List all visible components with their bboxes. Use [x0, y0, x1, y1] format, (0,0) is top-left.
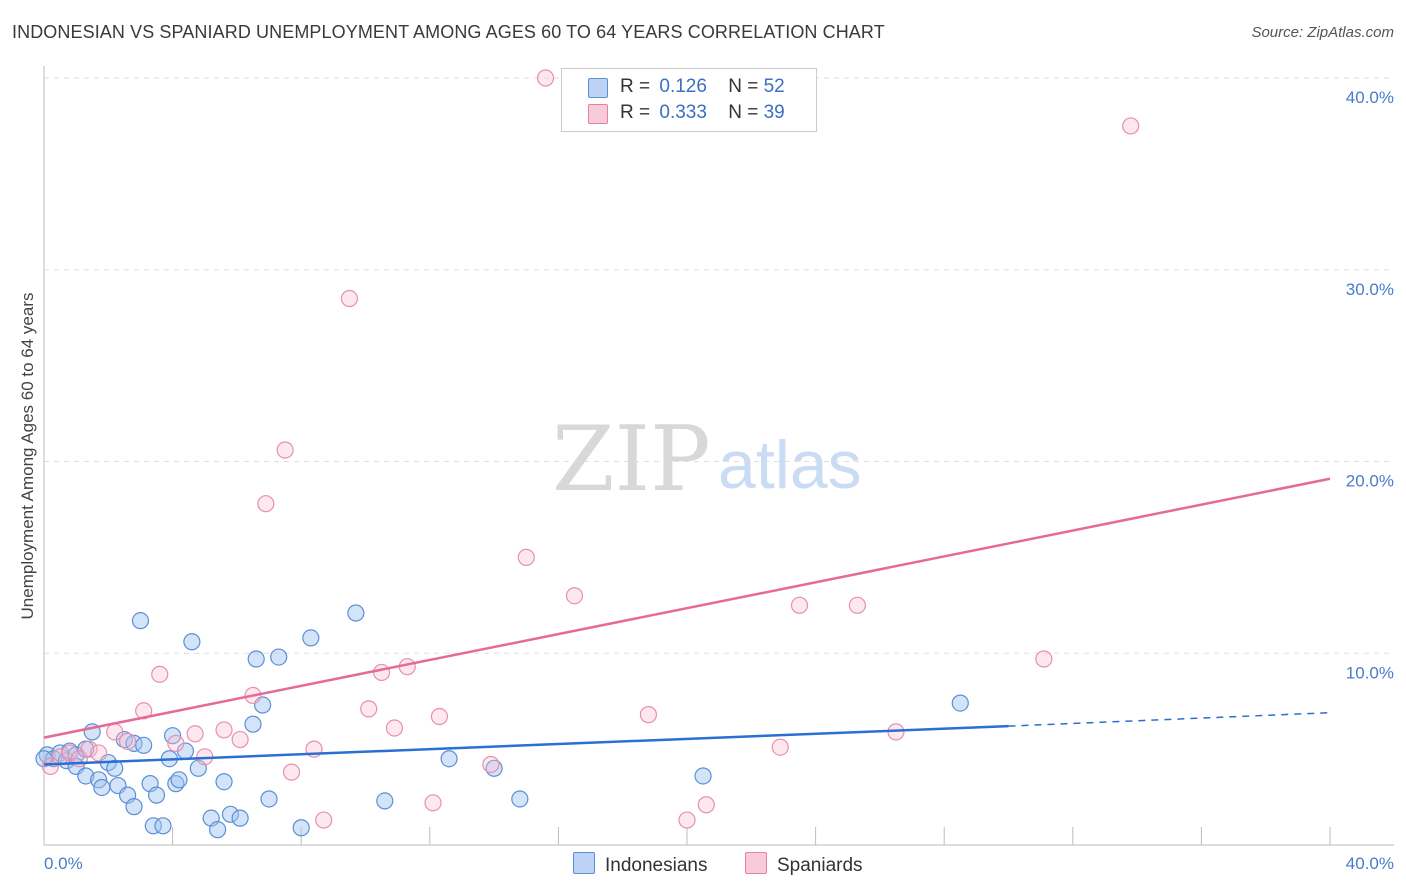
indonesians-swatch: [588, 78, 608, 98]
spaniard-point: [565, 587, 584, 605]
spaniards-trend-line: [43, 477, 1331, 739]
n-label: N =: [728, 76, 759, 97]
spaniard-point: [678, 811, 696, 829]
spaniard-point: [80, 740, 98, 758]
indonesian-point: [131, 612, 150, 630]
tick-labels: 10.0% 20.0% 30.0% 40.0% 0.0% 40.0%: [44, 88, 1394, 873]
spaniard-point: [372, 663, 391, 682]
indonesian-point: [440, 750, 458, 768]
indonesian-point: [183, 633, 201, 651]
trend-lines: [43, 477, 1331, 766]
spaniard-point: [771, 738, 789, 756]
chart-title: INDONESIAN VS SPANIARD UNEMPLOYMENT AMON…: [12, 22, 885, 42]
watermark-atlas: atlas: [718, 427, 862, 503]
indonesian-point: [302, 629, 320, 647]
spaniard-point: [536, 69, 555, 87]
indonesian-point: [154, 817, 172, 835]
spaniard-point: [186, 725, 204, 743]
indonesian-point: [270, 648, 288, 666]
spaniard-point: [257, 495, 275, 513]
spaniard-point: [340, 289, 359, 308]
indonesian-point: [170, 771, 188, 789]
gridlines: [44, 77, 1394, 654]
stats-row-indonesians: R = 0.126 N = 52: [620, 76, 785, 98]
source-label: Source: ZipAtlas.com: [1251, 24, 1394, 41]
spaniard-point: [790, 596, 809, 614]
indonesian-point: [125, 798, 143, 816]
indonesian-point: [231, 809, 249, 827]
indonesians-trend-line: [43, 724, 1009, 766]
spaniard-point: [360, 700, 378, 718]
y-tick-label: 10.0%: [1346, 663, 1394, 682]
r-value: 0.126: [659, 76, 707, 97]
spaniard-point: [315, 811, 333, 829]
indonesians-trend-extension: [1008, 711, 1331, 727]
indonesian-point: [209, 821, 227, 839]
stats-box: R = 0.126 N = 52 R = 0.333 N = 39: [561, 68, 817, 132]
indonesian-point: [694, 767, 712, 785]
spaniard-point: [167, 734, 185, 752]
spaniard-point: [118, 732, 137, 751]
r-label: R =: [620, 102, 651, 123]
indonesian-point: [511, 790, 529, 808]
legend-spaniards[interactable]: Spaniards: [745, 852, 863, 877]
y-tick-label: 30.0%: [1346, 280, 1394, 299]
y-tick-label: 20.0%: [1346, 472, 1394, 491]
indonesian-point: [247, 650, 265, 668]
spaniard-point: [1035, 650, 1053, 668]
indonesian-point: [215, 773, 233, 791]
n-label: N =: [728, 102, 759, 123]
spaniard-point: [90, 744, 108, 762]
indonesian-point: [347, 604, 365, 622]
spaniards-swatch: [588, 104, 608, 124]
legend-spaniards-swatch: [745, 852, 767, 874]
indonesian-point: [135, 736, 153, 754]
x-tick-label: 40.0%: [1346, 854, 1394, 873]
spaniard-point: [231, 730, 249, 749]
spaniard-point: [61, 744, 79, 762]
indonesian-point: [951, 694, 969, 712]
indonesian-point: [221, 805, 240, 823]
spaniard-point: [697, 796, 715, 814]
spaniard-point: [1122, 117, 1140, 135]
spaniard-point: [639, 706, 658, 724]
axes: [43, 66, 1394, 846]
indonesian-point: [376, 792, 394, 810]
indonesian-point: [77, 767, 95, 785]
spaniard-point: [215, 721, 233, 739]
spaniard-point: [430, 707, 449, 726]
legend-indonesians-label: Indonesians: [605, 855, 708, 876]
spaniard-point: [385, 719, 404, 737]
spaniard-point: [848, 596, 866, 614]
spaniard-point: [517, 548, 535, 566]
spaniard-point: [276, 441, 294, 459]
indonesian-point: [144, 817, 162, 835]
legend-indonesians[interactable]: Indonesians: [573, 852, 707, 877]
indonesian-point: [292, 819, 310, 837]
watermark-zip: ZIP: [552, 407, 711, 512]
indonesian-point: [93, 778, 111, 797]
spaniard-point: [482, 755, 500, 774]
spaniard-point: [151, 665, 169, 683]
spaniard-point: [282, 763, 301, 781]
indonesian-point: [147, 786, 166, 804]
y-tick-label: 40.0%: [1346, 88, 1394, 107]
r-value: 0.333: [659, 102, 707, 123]
n-value: 39: [763, 102, 785, 123]
legend-spaniards-label: Spaniards: [777, 855, 863, 876]
indonesian-point: [106, 759, 124, 777]
spaniard-point: [424, 794, 442, 812]
r-label: R =: [620, 76, 651, 97]
x-tick-label: 0.0%: [44, 854, 83, 873]
legend-indonesians-swatch: [573, 852, 595, 874]
indonesian-point: [244, 715, 262, 733]
stats-row-spaniards: R = 0.333 N = 39: [620, 102, 785, 124]
indonesian-point: [260, 790, 278, 808]
n-value: 52: [763, 76, 785, 97]
